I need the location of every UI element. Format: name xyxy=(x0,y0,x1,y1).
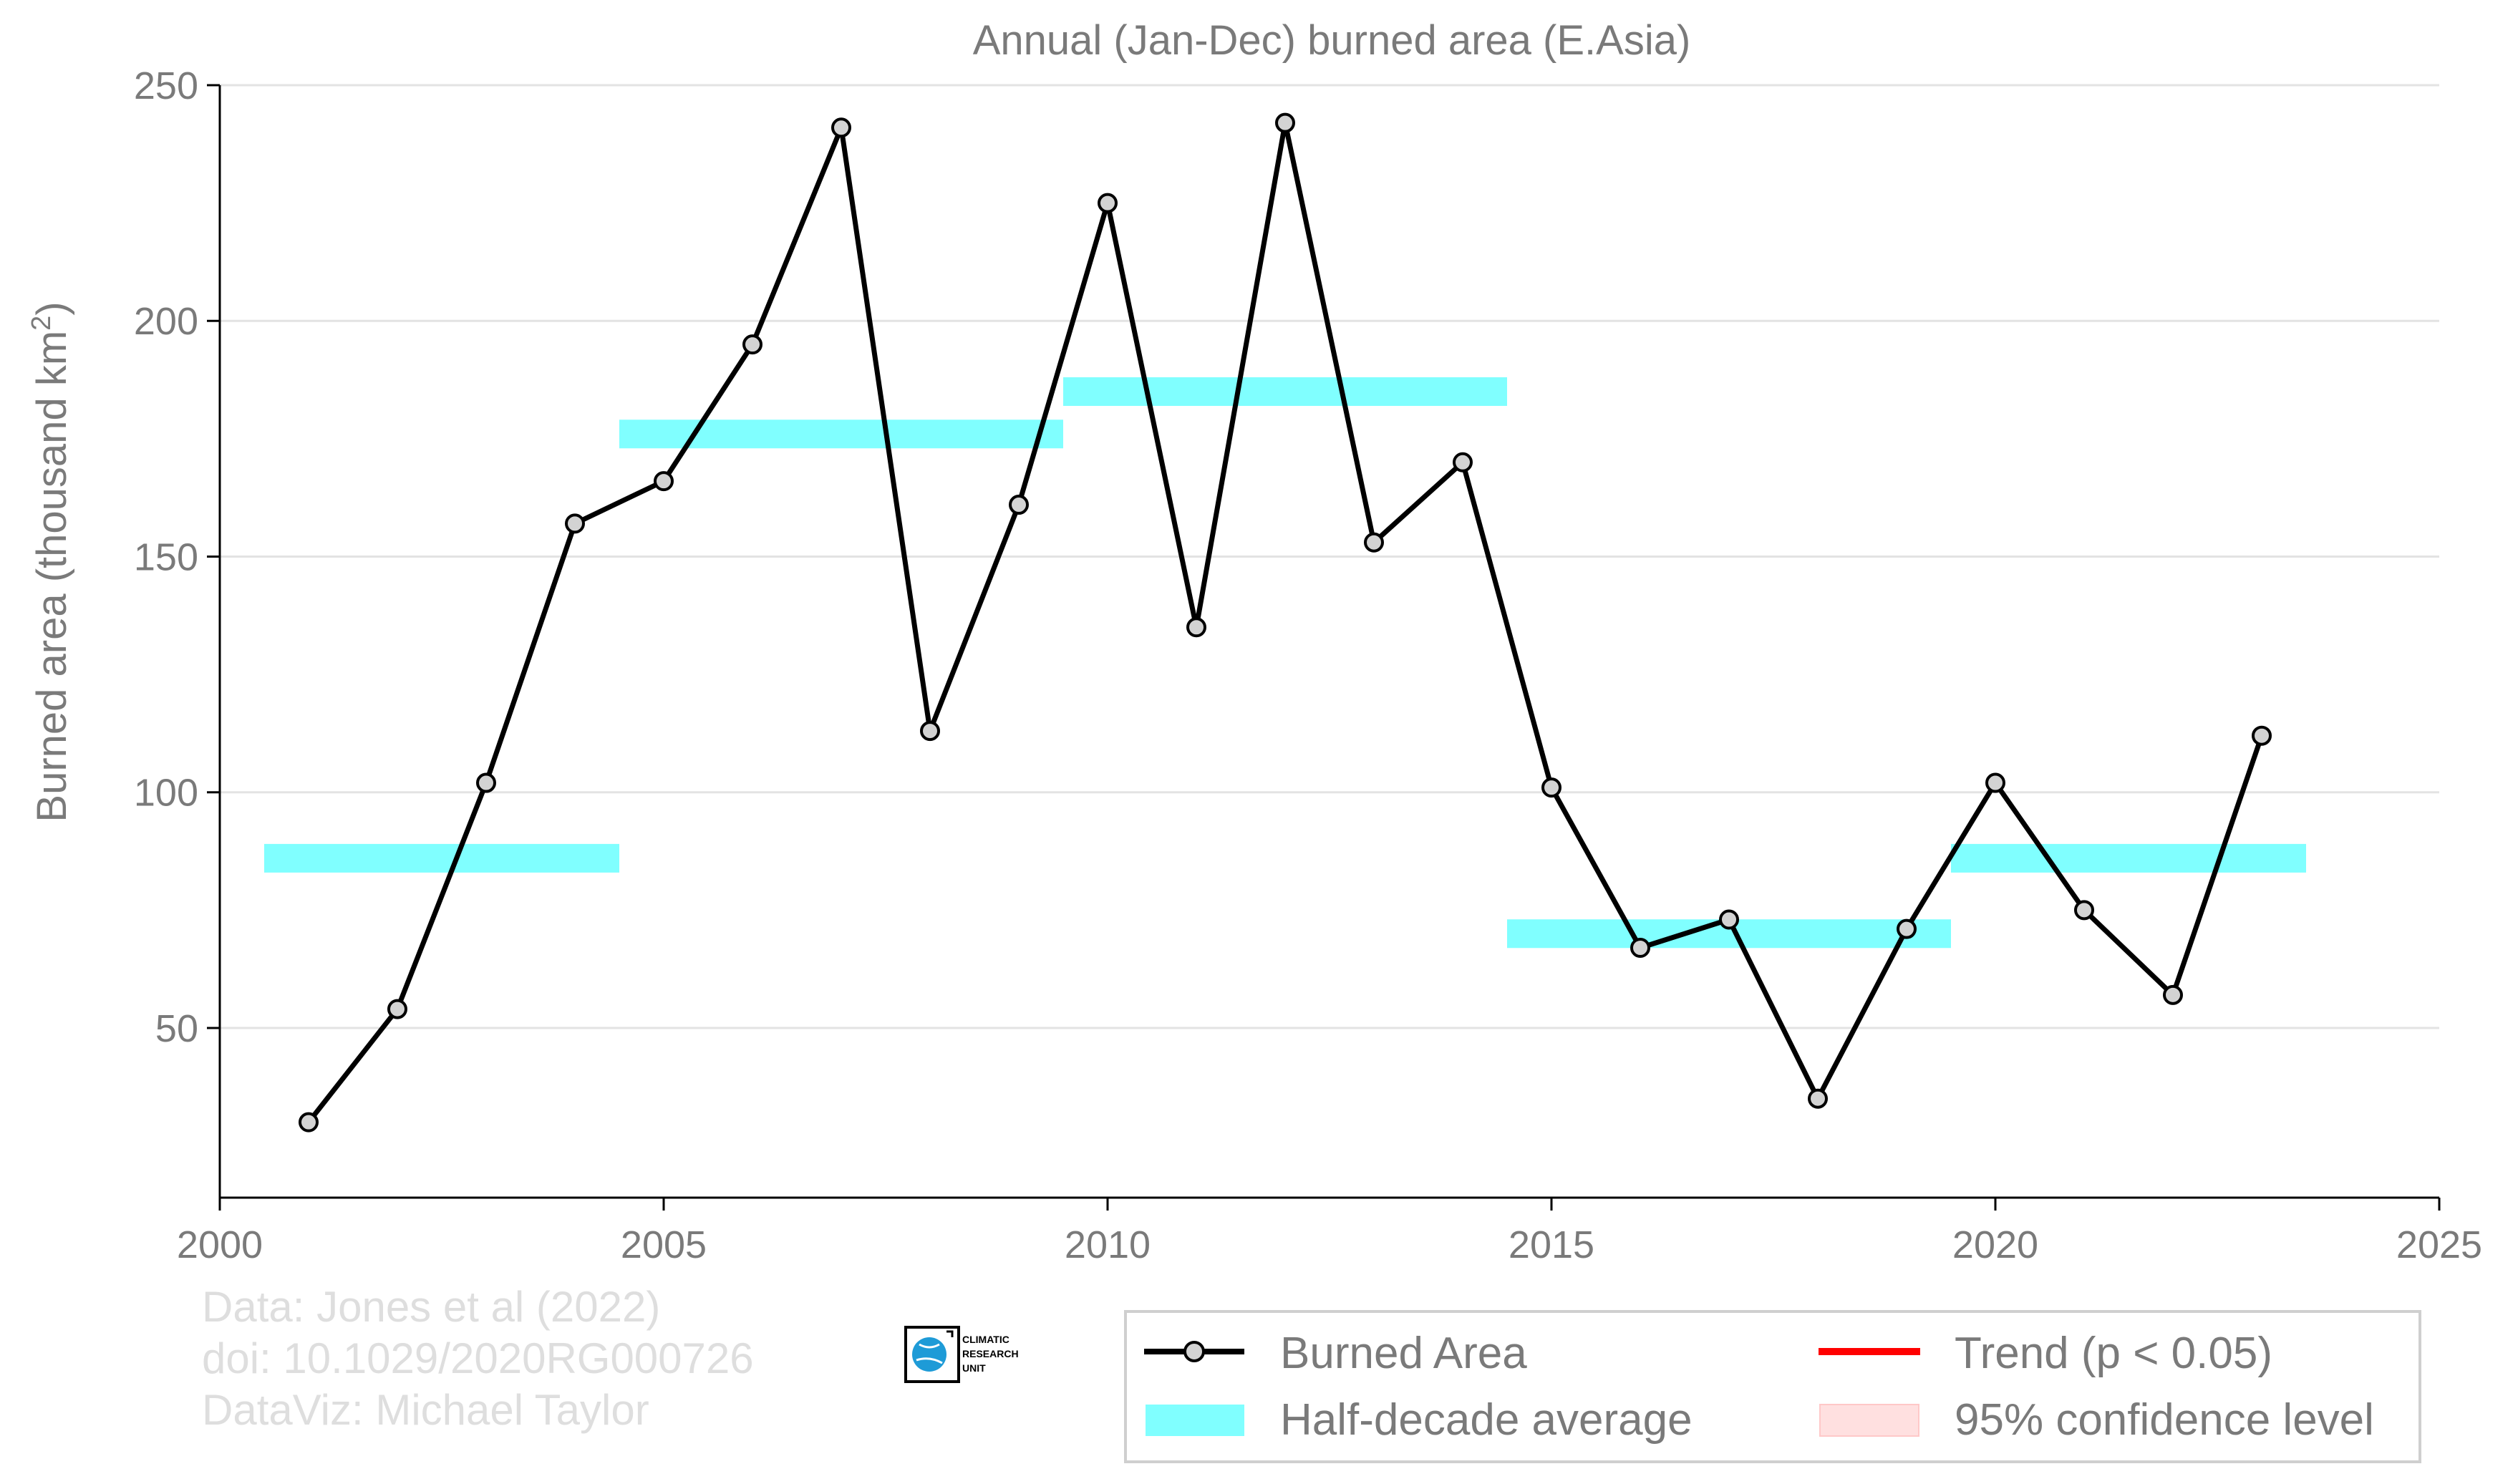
half-decade-average-bar xyxy=(1063,377,1507,407)
legend-label-confidence: 95% confidence level xyxy=(1955,1395,2374,1445)
y-axis-label: Burned area (thousand km2) xyxy=(26,301,75,822)
logo-text-line3: UNIT xyxy=(962,1362,986,1374)
legend-label-half-decade: Half-decade average xyxy=(1280,1395,1693,1445)
legend-marker-burned-area xyxy=(1183,1341,1205,1362)
legend: Burned Area Trend (p < 0.05) Half-decade… xyxy=(1124,1310,2421,1463)
gridlines xyxy=(220,84,2439,1029)
y-tick-label: 250 xyxy=(134,64,198,107)
data-point xyxy=(654,471,674,492)
data-point xyxy=(1630,938,1650,959)
credit-dataviz: DataViz: Michael Taylor xyxy=(202,1386,649,1434)
credit-doi: doi: 10.1029/2020RG000726 xyxy=(202,1334,754,1382)
data-point xyxy=(2163,984,2183,1005)
data-point xyxy=(1453,452,1473,472)
data-point xyxy=(387,999,407,1019)
tick-labels: 50 100 150 200 250 2000 2005 2010 2015 2020 2025 xyxy=(134,64,2482,1266)
credit-data-source: Data: Jones et al (2022) xyxy=(202,1283,661,1331)
half-decade-average-bar xyxy=(1951,843,2306,873)
data-point xyxy=(1808,1088,1828,1109)
data-point xyxy=(1186,617,1206,638)
logo-text-line1: CLIMATIC xyxy=(962,1334,1009,1345)
y-tick-label: 50 xyxy=(155,1007,198,1050)
data-point xyxy=(1541,777,1561,798)
x-tick-label: 2015 xyxy=(1509,1223,1594,1266)
data-point xyxy=(1098,193,1118,213)
data-point xyxy=(1364,532,1384,553)
data-point xyxy=(565,513,585,534)
data-point xyxy=(2074,900,2094,921)
x-tick-label: 2005 xyxy=(621,1223,707,1266)
data-point xyxy=(920,721,940,742)
y-tick-label: 100 xyxy=(134,772,198,815)
data-point xyxy=(2252,725,2272,746)
chart-title: Annual (Jan-Dec) burned area (E.Asia) xyxy=(973,17,1691,64)
half-decade-average-bar xyxy=(264,843,619,873)
axes xyxy=(207,84,2441,1211)
legend-label-trend: Trend (p < 0.05) xyxy=(1955,1329,2272,1378)
data-point xyxy=(1985,772,2005,793)
x-tick-label: 2020 xyxy=(1952,1223,2038,1266)
x-tick-label: 2010 xyxy=(1065,1223,1151,1266)
data-point xyxy=(742,334,762,355)
logo: CLIMATIC RESEARCH UNIT xyxy=(904,1326,1019,1383)
y-tick-label: 200 xyxy=(134,300,198,343)
logo-text-line2: RESEARCH xyxy=(962,1348,1019,1359)
legend-swatch-confidence xyxy=(1819,1404,1919,1437)
burned-area-line xyxy=(306,120,2265,1124)
data-point xyxy=(1275,112,1295,133)
data-point xyxy=(1897,918,1917,939)
data-point xyxy=(1009,495,1029,515)
x-tick-label: 2000 xyxy=(177,1223,263,1266)
legend-swatch-half-decade xyxy=(1146,1405,1244,1436)
legend-box xyxy=(1124,1310,2421,1463)
data-point xyxy=(1719,909,1739,930)
y-tick-label: 150 xyxy=(134,535,198,578)
x-tick-label: 2025 xyxy=(2396,1223,2482,1266)
data-point xyxy=(476,772,496,793)
half-decade-average-bars xyxy=(264,377,2306,949)
data-point xyxy=(299,1112,319,1133)
data-point xyxy=(831,117,851,138)
burned-area-series xyxy=(299,112,2272,1133)
legend-label-burned-area: Burned Area xyxy=(1280,1329,1527,1378)
